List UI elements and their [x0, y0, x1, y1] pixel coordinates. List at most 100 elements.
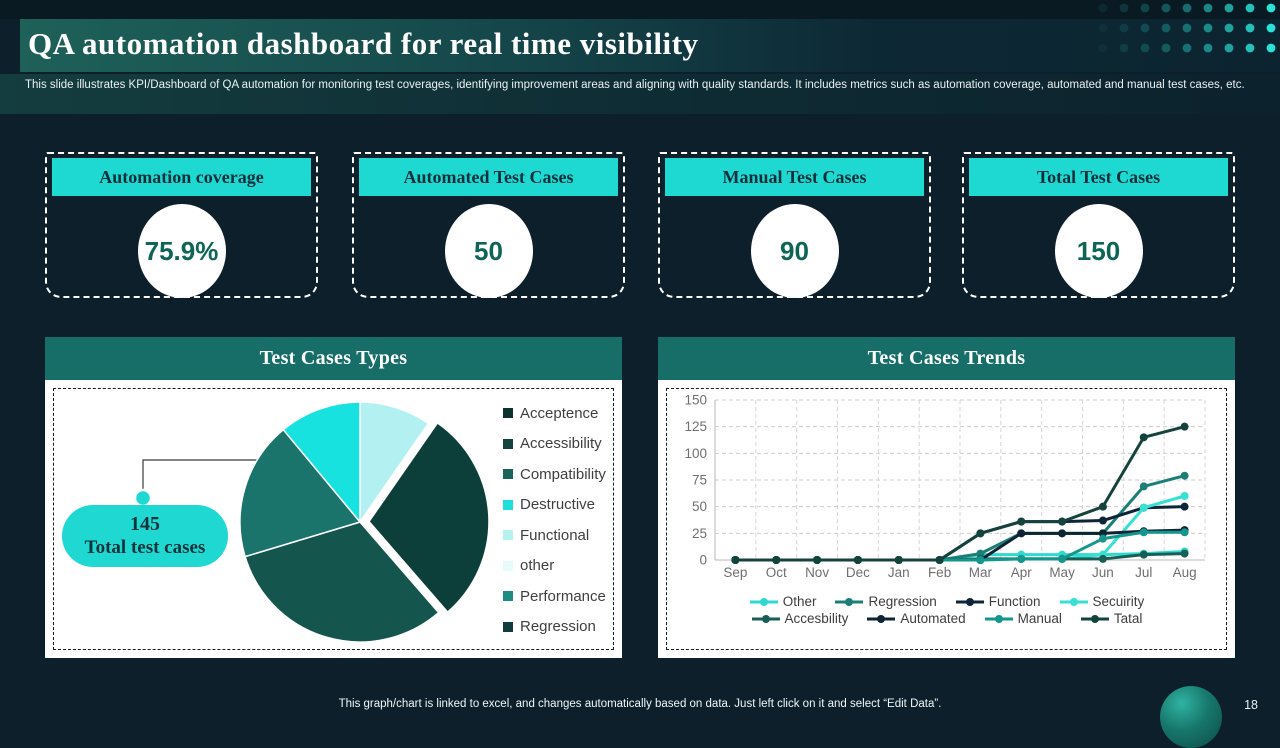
legend-swatch — [503, 469, 513, 480]
legend-row: Other Regression Function Secuirity — [658, 594, 1235, 609]
legend-label: Secuirity — [1092, 594, 1145, 609]
legend-label: Functional — [520, 526, 590, 544]
line-chart[interactable]: 0 25 50 75 100 125 150 Sep Oct Nov Dec Jan Feb Mar Apr… — [658, 380, 1219, 594]
page-title: QA automation dashboard for real time vi… — [28, 26, 699, 61]
pie-legend-item-destructive: Destructive — [503, 490, 606, 521]
kpi-card-automated-test-cases: Automated Test Cases 50 — [352, 152, 625, 298]
legend-label: Manual — [1017, 611, 1062, 626]
subtitle-band: This slide illustrates KPI/Dashboard of … — [0, 74, 1280, 114]
trend-legend-item-function: Function — [949, 594, 1047, 609]
trend-legend-item-tatal: Tatal — [1074, 611, 1149, 626]
trend-legend-item-secuirity: Secuirity — [1053, 594, 1151, 609]
kpi-value: 90 — [780, 235, 809, 266]
legend-swatch — [503, 621, 513, 632]
svg-text:Apr: Apr — [1011, 565, 1033, 580]
panel-title: Test Cases Trends — [658, 337, 1235, 380]
kpi-value: 50 — [474, 235, 503, 266]
legend-swatch — [503, 438, 513, 449]
pie-legend-item-performance: Performance — [503, 581, 606, 612]
pie-slice-performance[interactable] — [239, 428, 362, 558]
legend-swatch — [503, 499, 513, 510]
trend-line-tatal — [735, 425, 1185, 562]
legend-label: Compatibility — [520, 465, 606, 483]
footer-note: This graph/chart is linked to excel, and… — [338, 698, 942, 710]
trend-legend-item-accesbility: Accesbility — [745, 611, 855, 626]
pie-legend-item-accessibility: Accessibility — [503, 429, 606, 460]
legend-line-marker-icon — [835, 597, 864, 606]
legend-line-marker-icon — [1080, 614, 1109, 623]
kpi-value: 150 — [1076, 235, 1121, 266]
svg-text:0: 0 — [699, 553, 707, 568]
panel-title: Test Cases Types — [45, 337, 622, 380]
legend-label: other — [520, 557, 555, 575]
legend-swatch — [503, 408, 513, 419]
legend-label: Regression — [868, 594, 937, 609]
svg-text:75: 75 — [692, 473, 707, 488]
svg-text:Nov: Nov — [805, 565, 829, 580]
pie-slice-acceptence[interactable] — [368, 421, 490, 614]
callout-caption: Total test cases — [84, 537, 206, 558]
top-strip — [0, 0, 1280, 19]
legend-row: Accesbility Automated Manual Tatal — [658, 611, 1235, 626]
kpi-card-automation-coverage: Automation coverage 75.9% — [45, 152, 318, 298]
kpi-header: Automation coverage — [52, 158, 311, 196]
svg-text:50: 50 — [692, 499, 707, 514]
legend-swatch — [503, 530, 513, 541]
legend-label: Performance — [520, 587, 606, 605]
legend-label: Tatal — [1113, 611, 1143, 626]
dots-pattern-decoration — [1098, 3, 1276, 53]
line-chart-legend: Other Regression Function Secuirity Accesbil… — [658, 594, 1235, 626]
legend-line-marker-icon — [867, 614, 896, 623]
svg-text:Sep: Sep — [723, 565, 747, 580]
kpi-header: Total Test Cases — [969, 158, 1228, 196]
pie-legend: Acceptence Accessibility Compatibility Dest… — [503, 398, 606, 642]
legend-line-marker-icon — [955, 597, 984, 606]
pie-slice-destructive[interactable] — [282, 401, 361, 525]
slide-description: This slide illustrates KPI/Dashboard of … — [25, 79, 1245, 91]
legend-label: Acceptence — [520, 404, 599, 422]
legend-line-marker-icon — [1059, 597, 1088, 606]
kpi-card-total-test-cases: Total Test Cases 150 — [962, 152, 1235, 298]
svg-text:100: 100 — [684, 446, 707, 461]
legend-label: Other — [782, 594, 817, 609]
kpi-value-bubble: 75.9% — [137, 204, 226, 298]
svg-text:Jun: Jun — [1092, 565, 1114, 580]
trend-legend-item-regression: Regression — [828, 594, 942, 609]
svg-text:Feb: Feb — [928, 565, 951, 580]
kpi-value-bubble: 90 — [750, 204, 839, 298]
svg-text:Mar: Mar — [969, 565, 993, 580]
legend-swatch — [503, 591, 513, 602]
svg-text:Aug: Aug — [1173, 565, 1197, 580]
svg-text:May: May — [1049, 565, 1075, 580]
legend-label: Regression — [520, 618, 596, 636]
legend-line-marker-icon — [984, 614, 1013, 623]
legend-line-marker-icon — [751, 614, 780, 623]
trend-legend-item-manual: Manual — [978, 611, 1068, 626]
pie-legend-item-functional: Functional — [503, 520, 606, 551]
legend-label: Destructive — [520, 496, 596, 514]
trend-legend-item-other: Other — [743, 594, 823, 609]
svg-text:Jan: Jan — [888, 565, 910, 580]
callout-value: 145 — [130, 513, 160, 535]
pie-slice-compatibility[interactable] — [244, 521, 440, 643]
legend-label: Automated — [900, 611, 966, 626]
title-band: QA automation dashboard for real time vi… — [20, 19, 1280, 72]
trend-legend-item-automated: Automated — [860, 611, 971, 626]
svg-text:150: 150 — [684, 393, 707, 408]
test-cases-types-panel: Test Cases Types Acceptence Accessibility… — [45, 337, 622, 658]
kpi-card-manual-test-cases: Manual Test Cases 90 — [658, 152, 931, 298]
kpi-value-bubble: 50 — [444, 204, 533, 298]
legend-line-marker-icon — [749, 597, 778, 606]
svg-text:Jul: Jul — [1135, 565, 1152, 580]
legend-swatch — [503, 560, 513, 571]
pie-chart[interactable] — [45, 380, 606, 658]
pie-legend-item-compatibility: Compatibility — [503, 459, 606, 490]
pie-legend-item-regression: Regression — [503, 612, 606, 643]
legend-label: Accesbility — [784, 611, 849, 626]
page-number: 18 — [1244, 698, 1258, 712]
kpi-value-bubble: 150 — [1054, 204, 1143, 298]
svg-text:Oct: Oct — [766, 565, 787, 580]
svg-text:25: 25 — [692, 526, 707, 541]
legend-label: Function — [988, 594, 1041, 609]
corner-sphere-decoration — [1160, 686, 1222, 748]
